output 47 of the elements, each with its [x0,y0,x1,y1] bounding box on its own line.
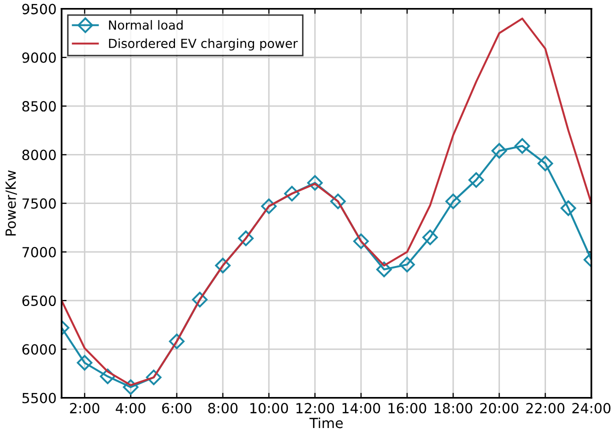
x-tick-label: 12:00 [296,402,334,414]
point [445,194,461,210]
point [192,292,208,308]
point [238,230,254,246]
y-tick-label: 9000 [22,52,56,63]
x-tick-label: 18:00 [434,402,472,414]
point [376,262,392,278]
point [215,258,231,274]
legend-label: Normal load [109,20,183,30]
x-tick-label: 22:00 [526,402,564,414]
x-axis-title: Time [309,417,343,428]
y-tick-label: 8500 [22,101,56,112]
y-tick-label: 7000 [22,246,56,258]
x-tick-label: 16:00 [388,402,426,414]
y-tick-label: 6500 [22,296,56,306]
point [399,256,415,272]
point [514,138,530,154]
y-tick-label: 8000 [22,150,56,160]
point [76,355,92,371]
x-tick-label: 2:00 [70,402,100,414]
point [538,156,554,172]
point [146,370,162,386]
x-tick-label: 14:00 [342,402,380,414]
y-tick-label: 9500 [22,4,56,14]
point [422,230,438,246]
point [491,143,508,159]
point [330,194,346,210]
point [100,368,116,384]
x-tick-label: 10:00 [250,402,288,414]
x-tick-label: 20:00 [480,402,518,414]
legend-label: Disordered EV charging power [109,38,298,51]
y-tick-label: 5500 [22,392,56,404]
point [468,172,484,188]
x-tick-label: 6:00 [162,402,192,414]
point [122,379,138,395]
y-axis-title: Power/Kw [6,170,18,236]
x-tick-label: 4:00 [116,402,146,414]
x-tick-label: 8:00 [208,402,238,414]
y-tick-label: 6000 [22,344,56,355]
x-tick-label: 24:00 [572,402,610,414]
point [353,233,369,250]
point [168,334,185,350]
point [284,186,300,202]
y-tick-label: 7500 [22,198,56,209]
point [307,175,323,191]
point [261,198,277,214]
point [560,200,576,216]
